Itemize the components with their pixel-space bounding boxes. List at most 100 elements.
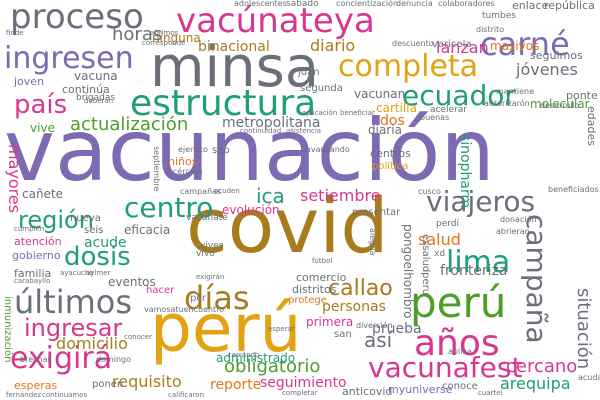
word: domingo	[96, 355, 132, 364]
word: continuidad	[240, 127, 282, 135]
word: vacuna	[74, 69, 118, 83]
word: acuda	[578, 373, 600, 382]
word: minsa	[150, 35, 320, 100]
word: pcr	[190, 293, 206, 304]
word: molecular	[530, 97, 590, 111]
word: viajeros	[426, 185, 536, 218]
word: política	[372, 161, 409, 172]
word: beneficiar	[340, 109, 375, 117]
word: calificaron	[168, 391, 205, 399]
word: protege	[288, 295, 327, 306]
word: horas	[112, 24, 163, 45]
word: presentar	[352, 207, 401, 218]
word: ingresen	[4, 41, 134, 76]
word: esperas	[14, 379, 58, 392]
word: covid	[186, 181, 389, 270]
word: callao	[328, 276, 393, 301]
word: continuamos	[42, 391, 88, 399]
word: esperar	[268, 325, 295, 333]
word: masivos	[490, 39, 540, 53]
word: descuento	[392, 39, 434, 48]
word: sábado	[286, 0, 319, 9]
word: juan	[298, 67, 320, 78]
word: actualización	[70, 114, 189, 135]
word: myuniverse	[388, 383, 453, 396]
word: dosis	[64, 242, 131, 272]
word: últimos	[14, 283, 133, 321]
word: cañete	[22, 187, 64, 201]
word: enlace	[512, 0, 549, 12]
word: vacúnateya	[176, 1, 375, 41]
word: perdí	[436, 219, 460, 229]
word: acércate	[168, 167, 203, 176]
word: colaboradores	[438, 0, 495, 8]
word: setiembre	[300, 186, 381, 205]
word: aplicación	[302, 109, 338, 117]
word: centros	[370, 147, 411, 160]
word: cumplen	[14, 225, 45, 233]
word: hacer	[146, 285, 175, 296]
word: ica	[256, 184, 285, 208]
word: conocer	[124, 333, 152, 341]
word: buenas	[420, 113, 450, 122]
word: centro	[124, 191, 214, 224]
word: primera	[306, 315, 354, 329]
word: finde	[6, 29, 24, 37]
word: región	[18, 206, 94, 234]
word: vacunate	[186, 213, 228, 223]
word: sep	[212, 145, 230, 156]
word: mayores	[5, 144, 24, 214]
word: ecuador	[402, 79, 516, 112]
word: situación	[573, 288, 594, 370]
word: comercio	[296, 271, 347, 284]
word: beneficiados	[548, 185, 599, 194]
word: fronteriza	[440, 263, 508, 279]
word: diaria	[368, 123, 402, 137]
word: días	[184, 279, 250, 317]
word: exigirán	[196, 273, 225, 281]
word: gobierno	[12, 249, 61, 262]
word: septiembre	[152, 146, 161, 192]
word: seguimos	[530, 49, 583, 62]
word: mantiene	[496, 87, 535, 96]
word: edades	[585, 106, 598, 146]
word: eficacia	[124, 223, 171, 237]
word: perú	[150, 290, 302, 367]
word: reporte	[210, 377, 262, 393]
word: administrado	[216, 351, 296, 365]
word: conoce	[442, 381, 478, 392]
word: diario	[310, 36, 356, 55]
word: binacional	[198, 39, 270, 55]
word: ponen	[92, 379, 124, 390]
word: acuden	[214, 187, 240, 195]
word: ponte	[566, 89, 598, 102]
word: seis	[84, 225, 104, 236]
word: seguimiento	[260, 375, 347, 391]
word: pongoelhombro	[401, 224, 415, 319]
word: cercano	[506, 356, 578, 377]
word: evolución	[222, 203, 280, 217]
word: joven	[14, 75, 45, 88]
word: proceso	[10, 0, 144, 37]
word: cusco	[418, 187, 441, 196]
word: san	[334, 329, 352, 340]
word: segunda	[300, 83, 343, 94]
word: distrito	[476, 25, 505, 34]
word: donación	[500, 215, 537, 224]
word: tumbes	[482, 11, 516, 21]
word: arequipa	[500, 374, 571, 393]
word: completar	[282, 389, 318, 397]
word: brigadas	[76, 93, 116, 103]
word: completa	[338, 49, 479, 84]
word: familia	[14, 267, 52, 280]
word: abrieran	[496, 227, 530, 236]
word: jóvenes	[516, 60, 578, 79]
word: obligatorio	[224, 356, 321, 377]
word: alegría	[368, 228, 377, 256]
word: fernández	[6, 391, 42, 399]
word: campaña	[520, 214, 553, 344]
word: desarrollo	[540, 101, 580, 110]
word: años	[414, 323, 500, 364]
word: distritos	[292, 283, 337, 296]
